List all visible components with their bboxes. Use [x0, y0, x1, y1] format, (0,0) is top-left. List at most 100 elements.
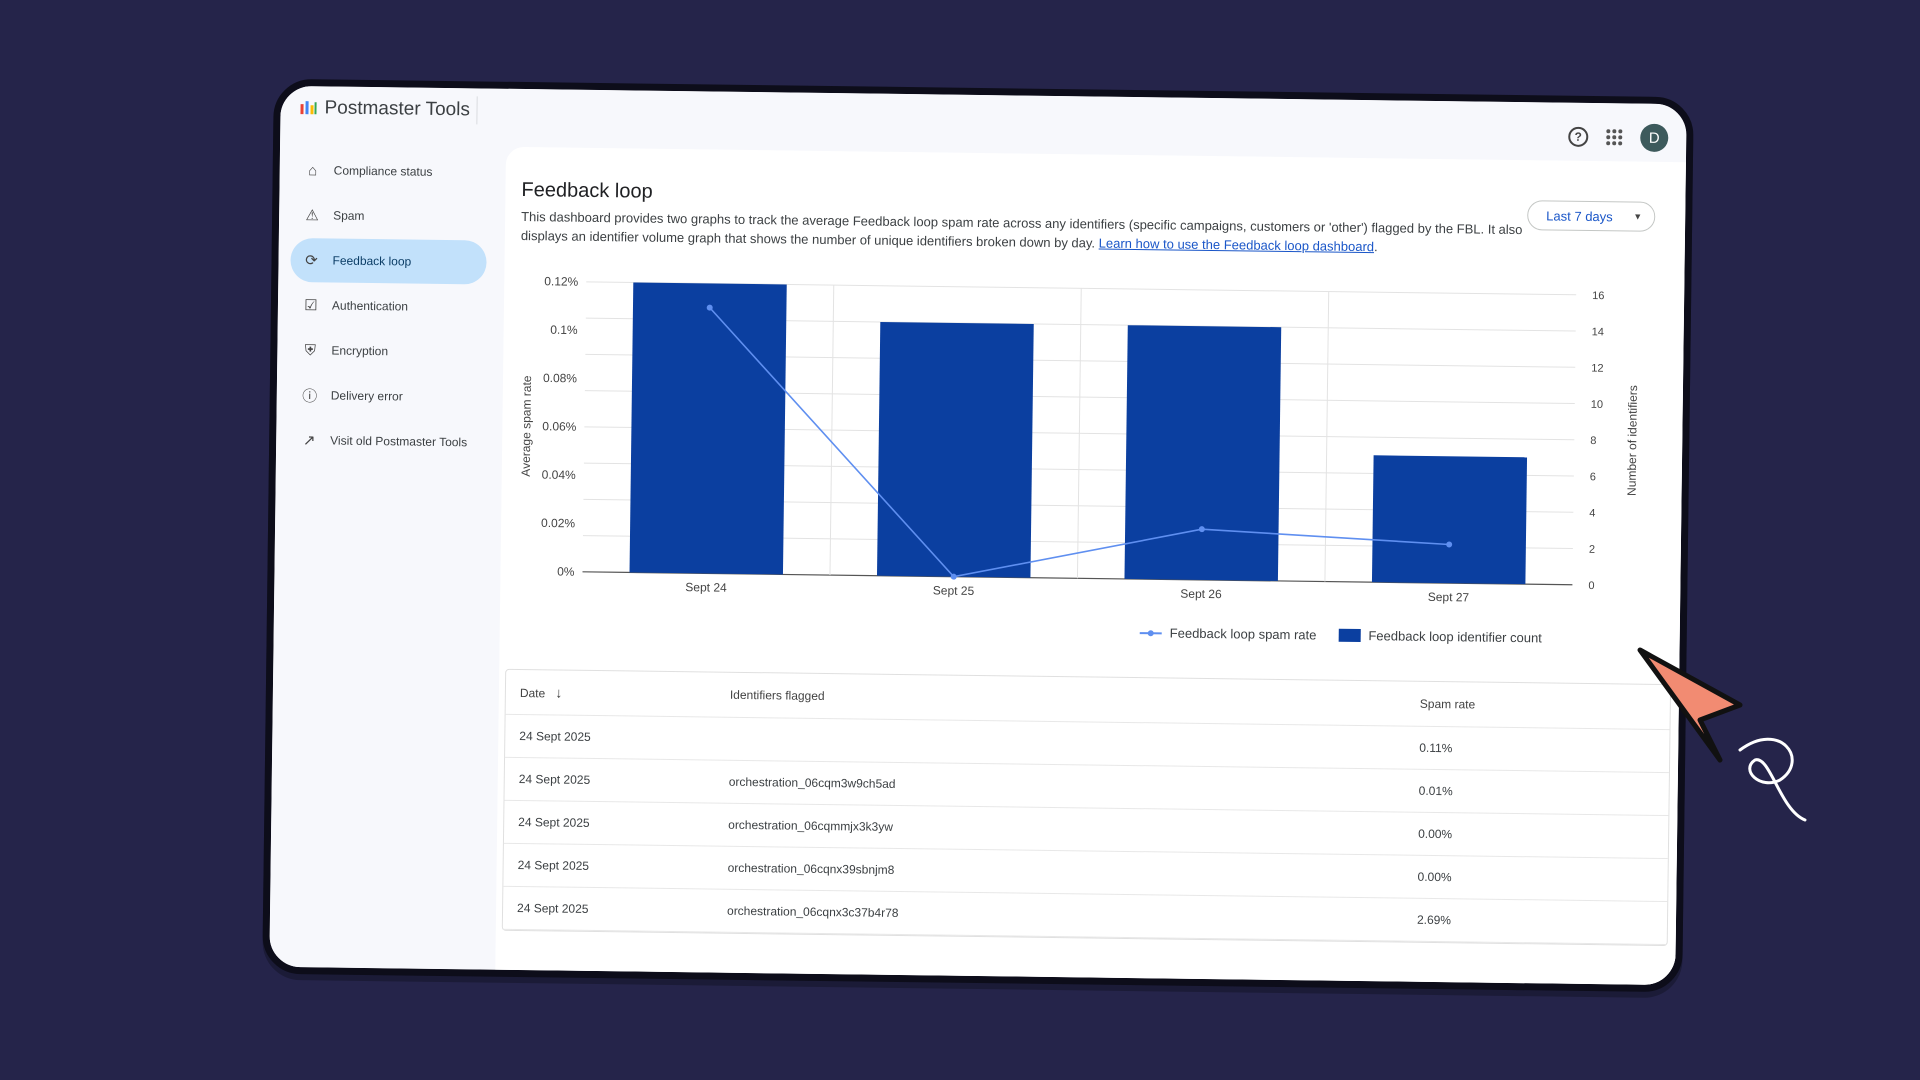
cell-identifier: orchestration_06cqm3w9ch5ad	[728, 774, 896, 791]
spam-rate-line	[709, 307, 1450, 578]
cell-date: 24 Sept 2025	[518, 772, 591, 787]
sidebar-item-compliance-status[interactable]: ⌂ Compliance status	[291, 148, 488, 195]
date-column-header[interactable]: Date ↓	[519, 684, 563, 701]
y-right-tick-label: 8	[1590, 435, 1596, 447]
decorative-cursor	[1637, 647, 1807, 822]
x-tick-label: Sept 26	[1180, 587, 1222, 602]
sidebar-item-label: Encryption	[331, 343, 389, 359]
legend-item-spam-rate: Feedback loop spam rate	[1139, 625, 1317, 643]
avatar[interactable]: D	[1640, 123, 1669, 152]
x-tick-label: Sept 25	[933, 583, 975, 598]
cell-identifier: orchestration_06cqmmjx3k3yw	[728, 817, 894, 834]
postmaster-logo-icon	[300, 101, 317, 115]
page-title: Feedback loop	[521, 178, 653, 203]
y-right-tick-label: 6	[1590, 471, 1596, 483]
cell-identifier	[715, 739, 1405, 748]
sidebar-item-label: Feedback loop	[332, 253, 412, 269]
x-tick-label: Sept 27	[1428, 590, 1470, 605]
y-left-tick-label: 0.08%	[543, 371, 578, 385]
help-link[interactable]: Learn how to use the Feedback loop dashb…	[1098, 235, 1375, 255]
cursor-arrow-icon	[1637, 647, 1743, 763]
bar	[629, 282, 787, 575]
sidebar-item-label: Authentication	[331, 298, 409, 314]
sidebar-item-label: Visit old Postmaster Tools	[330, 433, 468, 450]
apps-grid-icon[interactable]	[1606, 129, 1623, 146]
identifiers-table: Date ↓ Identifiers flagged Spam rate 24 S…	[501, 668, 1672, 947]
date-range-dropdown[interactable]: Last 7 days ▼	[1527, 200, 1656, 232]
scribble-icon	[1738, 737, 1807, 822]
bar-swatch-icon	[1338, 628, 1361, 643]
main-content: Feedback loop This dashboard provides tw…	[495, 146, 1686, 986]
vertical-gridline	[829, 285, 835, 576]
sidebar-item-label: Spam	[333, 208, 365, 223]
date-range-label: Last 7 days	[1546, 207, 1613, 224]
top-bar: Postmaster Tools ? D	[280, 86, 1687, 162]
sidebar-item-feedback-loop[interactable]: ⟳ Feedback loop	[290, 237, 487, 285]
y-right-axis-label: Number of identifiers	[1625, 385, 1640, 496]
sidebar-item-delivery-error[interactable]: ⓘ Delivery error	[288, 373, 485, 420]
sidebar-item-encryption[interactable]: ⛨ Encryption	[289, 328, 486, 375]
error-icon: ⓘ	[302, 387, 318, 405]
legend-label: Feedback loop identifier count	[1368, 628, 1542, 646]
checklist-icon: ☑	[304, 297, 318, 315]
cell-date: 24 Sept 2025	[517, 858, 590, 873]
y-left-tick-label: 0.1%	[550, 323, 578, 337]
y-right-tick-label: 16	[1592, 290, 1604, 302]
home-icon: ⌂	[308, 161, 318, 179]
arrow-down-icon: ↓	[555, 684, 563, 701]
device-frame: Postmaster Tools ? D ⌂ Compliance status…	[262, 78, 1694, 993]
external-link-icon: ↗	[302, 432, 316, 450]
y-left-tick-label: 0.12%	[544, 274, 579, 288]
legend-label: Feedback loop spam rate	[1169, 625, 1317, 643]
line-point	[950, 573, 957, 580]
sidebar-item-spam[interactable]: ⚠ Spam	[291, 193, 488, 240]
y-left-tick-label: 0%	[557, 564, 575, 578]
cell-rate: 0.00%	[1417, 869, 1452, 885]
y-right-tick-label: 4	[1589, 508, 1595, 520]
y-right-tick-label: 0	[1588, 580, 1594, 592]
sidebar-item-authentication[interactable]: ☑ Authentication	[290, 283, 487, 330]
y-right-tick-label: 14	[1592, 326, 1604, 338]
cell-date: 24 Sept 2025	[519, 729, 591, 744]
warning-icon: ⚠	[305, 207, 319, 225]
line-point	[1198, 526, 1205, 533]
cell-identifier: orchestration_06cqnx39sbnjm8	[727, 860, 895, 877]
y-right-tick-label: 10	[1591, 399, 1603, 411]
cell-date: 24 Sept 2025	[516, 900, 589, 916]
line-point	[706, 304, 713, 311]
bar	[1124, 325, 1282, 581]
y-right-tick-label: 2	[1589, 544, 1595, 556]
sidebar-item-visit-old-postmaster-tools[interactable]: ↗ Visit old Postmaster Tools	[288, 418, 485, 465]
caret-down-icon: ▼	[1633, 211, 1643, 222]
feedback-loop-chart: 0 2 4 6 8 10 12 14 16 0% 0.02% 0.04% 0.06% 0.08% 0.1% 0…	[519, 274, 1640, 605]
y-left-tick-label: 0.02%	[541, 516, 576, 530]
y-left-axis-label: Average spam rate	[519, 375, 534, 477]
shield-icon: ⛨	[304, 341, 317, 359]
title-divider	[476, 96, 478, 125]
legend-item-identifier-count: Feedback loop identifier count	[1338, 628, 1542, 646]
x-tick-label: Sept 24	[685, 580, 727, 595]
sidebar-item-label: Delivery error	[330, 388, 403, 404]
cell-rate: 0.00%	[1418, 826, 1453, 842]
line-point	[1446, 541, 1453, 548]
sidebar-item-label: Compliance status	[333, 163, 433, 179]
cell-rate: 2.69%	[1416, 912, 1452, 928]
vertical-gridline	[1324, 291, 1330, 582]
page-description: This dashboard provides two graphs to tr…	[520, 208, 1523, 255]
app-title: Postmaster Tools	[324, 97, 471, 121]
bar	[1371, 455, 1528, 585]
vertical-gridline	[1076, 288, 1082, 579]
line-swatch-icon	[1139, 631, 1162, 634]
sidebar: ⌂ Compliance status ⚠ Spam ⟳ Feedback lo…	[269, 144, 496, 970]
cell-identifier: orchestration_06cqnx3c37b4r78	[726, 903, 899, 920]
identifiers-column-header: Identifiers flagged	[729, 687, 825, 704]
bar	[876, 321, 1034, 578]
y-left-tick-label: 0.06%	[542, 419, 577, 433]
app-screen: Postmaster Tools ? D ⌂ Compliance status…	[269, 85, 1687, 986]
cell-date: 24 Sept 2025	[518, 815, 590, 830]
y-right-tick-label: 12	[1591, 363, 1603, 375]
sync-icon: ⟳	[305, 252, 318, 270]
help-icon[interactable]: ?	[1568, 126, 1589, 147]
top-icons: ? D	[1568, 123, 1669, 152]
y-left-tick-label: 0.04%	[542, 468, 577, 482]
